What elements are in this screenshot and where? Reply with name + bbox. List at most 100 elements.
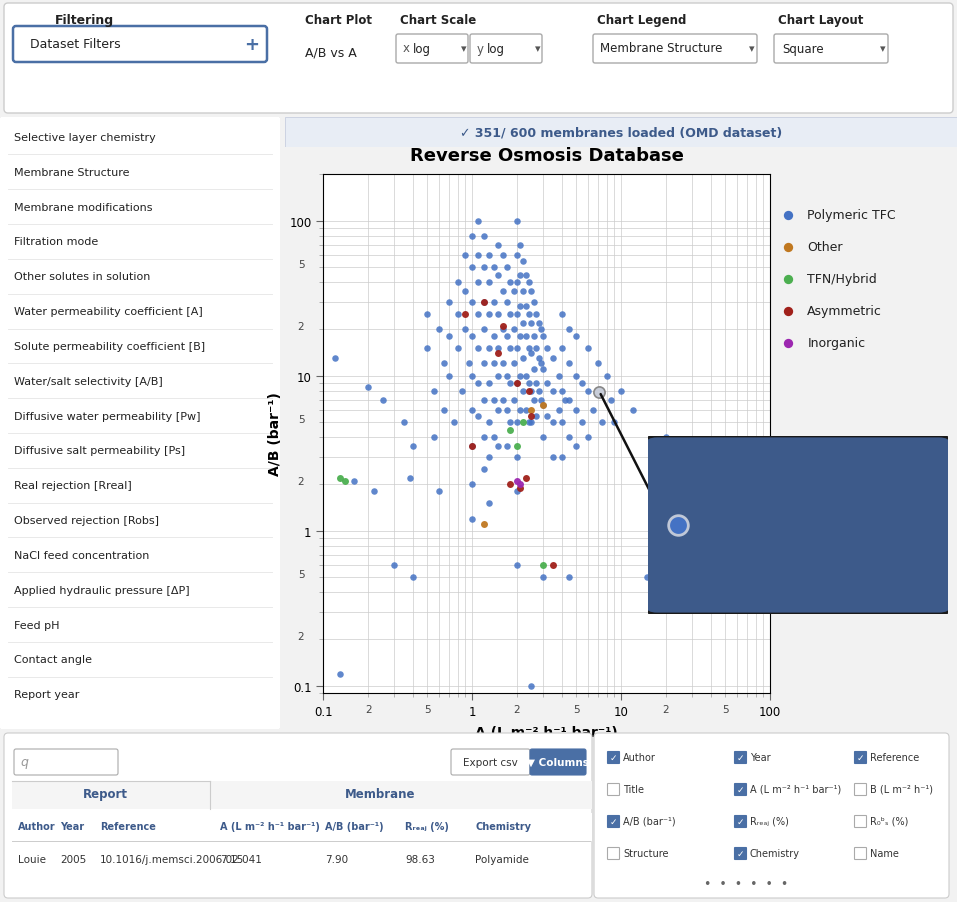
Point xyxy=(568,369,584,383)
Text: 5: 5 xyxy=(722,704,728,714)
Point xyxy=(477,431,492,446)
Point xyxy=(450,276,465,290)
FancyBboxPatch shape xyxy=(4,733,592,898)
Point xyxy=(464,295,479,309)
Text: ESPA3: ESPA3 xyxy=(768,458,807,472)
Point xyxy=(509,276,524,290)
Point xyxy=(461,357,477,372)
Point xyxy=(780,305,795,319)
Point xyxy=(471,215,486,229)
Text: Applied hydraulic pressure [ΔP]: Applied hydraulic pressure [ΔP] xyxy=(14,585,189,595)
Point xyxy=(513,403,528,418)
Text: Title: Title xyxy=(623,784,644,794)
FancyBboxPatch shape xyxy=(0,117,281,731)
Point xyxy=(471,376,486,391)
Text: Polymeric TFC: Polymeric TFC xyxy=(808,209,896,222)
Point xyxy=(545,352,561,366)
Point xyxy=(513,369,528,383)
Point xyxy=(529,376,545,391)
Point xyxy=(519,329,534,344)
Text: Real rejection [Rreal]: Real rejection [Rreal] xyxy=(14,481,132,491)
Text: Report: Report xyxy=(82,787,127,801)
Text: ▾: ▾ xyxy=(461,44,467,54)
Point xyxy=(519,299,534,314)
Point xyxy=(471,308,486,322)
Text: Membrane Structure: Membrane Structure xyxy=(14,168,129,178)
Text: Chemistry:: Chemistry: xyxy=(708,568,789,582)
Point xyxy=(405,440,420,455)
Point xyxy=(464,440,479,455)
Text: Louie: Louie xyxy=(18,854,46,864)
Text: Water permeability coefficient [A]: Water permeability coefficient [A] xyxy=(14,307,203,317)
Text: Observed rejection [Robs]: Observed rejection [Robs] xyxy=(14,515,159,526)
Point xyxy=(491,346,506,361)
Text: Chemistry: Chemistry xyxy=(475,821,531,831)
Point xyxy=(523,316,539,330)
Point xyxy=(519,268,534,282)
Text: Chart Legend: Chart Legend xyxy=(597,14,686,27)
Point xyxy=(562,571,577,585)
Point xyxy=(499,329,514,344)
Point xyxy=(562,323,577,337)
Point xyxy=(481,450,497,465)
Point xyxy=(495,319,510,334)
Point xyxy=(554,450,569,465)
Point xyxy=(509,249,524,263)
Text: Other: Other xyxy=(808,241,843,254)
Point xyxy=(545,384,561,399)
Point xyxy=(509,440,524,455)
Point xyxy=(513,481,528,495)
Point xyxy=(529,308,545,322)
Point xyxy=(471,342,486,356)
Text: Dataset Filters: Dataset Filters xyxy=(30,39,121,51)
Text: log: log xyxy=(413,42,431,55)
Point xyxy=(506,323,522,337)
Point xyxy=(477,357,492,372)
FancyBboxPatch shape xyxy=(735,751,746,764)
Point xyxy=(509,558,524,573)
Point xyxy=(477,295,492,309)
Point xyxy=(495,357,510,372)
Point xyxy=(471,249,486,263)
Text: ▾: ▾ xyxy=(749,44,755,54)
Point xyxy=(513,329,528,344)
Point xyxy=(625,403,640,418)
Point xyxy=(562,431,577,446)
Text: Reference: Reference xyxy=(100,821,156,831)
Point xyxy=(464,369,479,383)
Title: Reverse Osmosis Database: Reverse Osmosis Database xyxy=(410,147,683,165)
Text: Name:: Name: xyxy=(708,458,758,472)
Point xyxy=(477,295,492,309)
Point xyxy=(533,357,548,372)
Point xyxy=(446,416,461,430)
Point xyxy=(495,393,510,408)
Point xyxy=(509,308,524,322)
Text: A (L m⁻² h⁻¹ bar⁻¹):: A (L m⁻² h⁻¹ bar⁻¹): xyxy=(708,511,846,525)
Text: Export csv: Export csv xyxy=(462,757,518,767)
Point xyxy=(367,484,382,499)
Point xyxy=(568,440,584,455)
Text: log: log xyxy=(487,42,505,55)
Point xyxy=(607,416,622,430)
Point xyxy=(519,369,534,383)
Point xyxy=(436,357,452,372)
Point xyxy=(502,423,518,437)
Text: Chart Scale: Chart Scale xyxy=(400,14,477,27)
Point xyxy=(457,308,473,322)
Text: Chemistry: Chemistry xyxy=(750,848,800,858)
Text: Filtering: Filtering xyxy=(55,14,114,27)
Text: 2: 2 xyxy=(298,631,304,641)
Text: 98.63: 98.63 xyxy=(405,854,434,864)
Point xyxy=(531,352,546,366)
Point xyxy=(375,393,390,408)
Point xyxy=(405,571,420,585)
Point xyxy=(523,346,539,361)
Point xyxy=(509,376,524,391)
Point xyxy=(361,380,376,394)
Point xyxy=(522,416,537,430)
Point xyxy=(523,410,539,424)
Point xyxy=(536,558,551,573)
Text: Other solutes in solution: Other solutes in solution xyxy=(14,272,150,282)
Text: Name: Name xyxy=(870,848,899,858)
Point xyxy=(426,431,441,446)
